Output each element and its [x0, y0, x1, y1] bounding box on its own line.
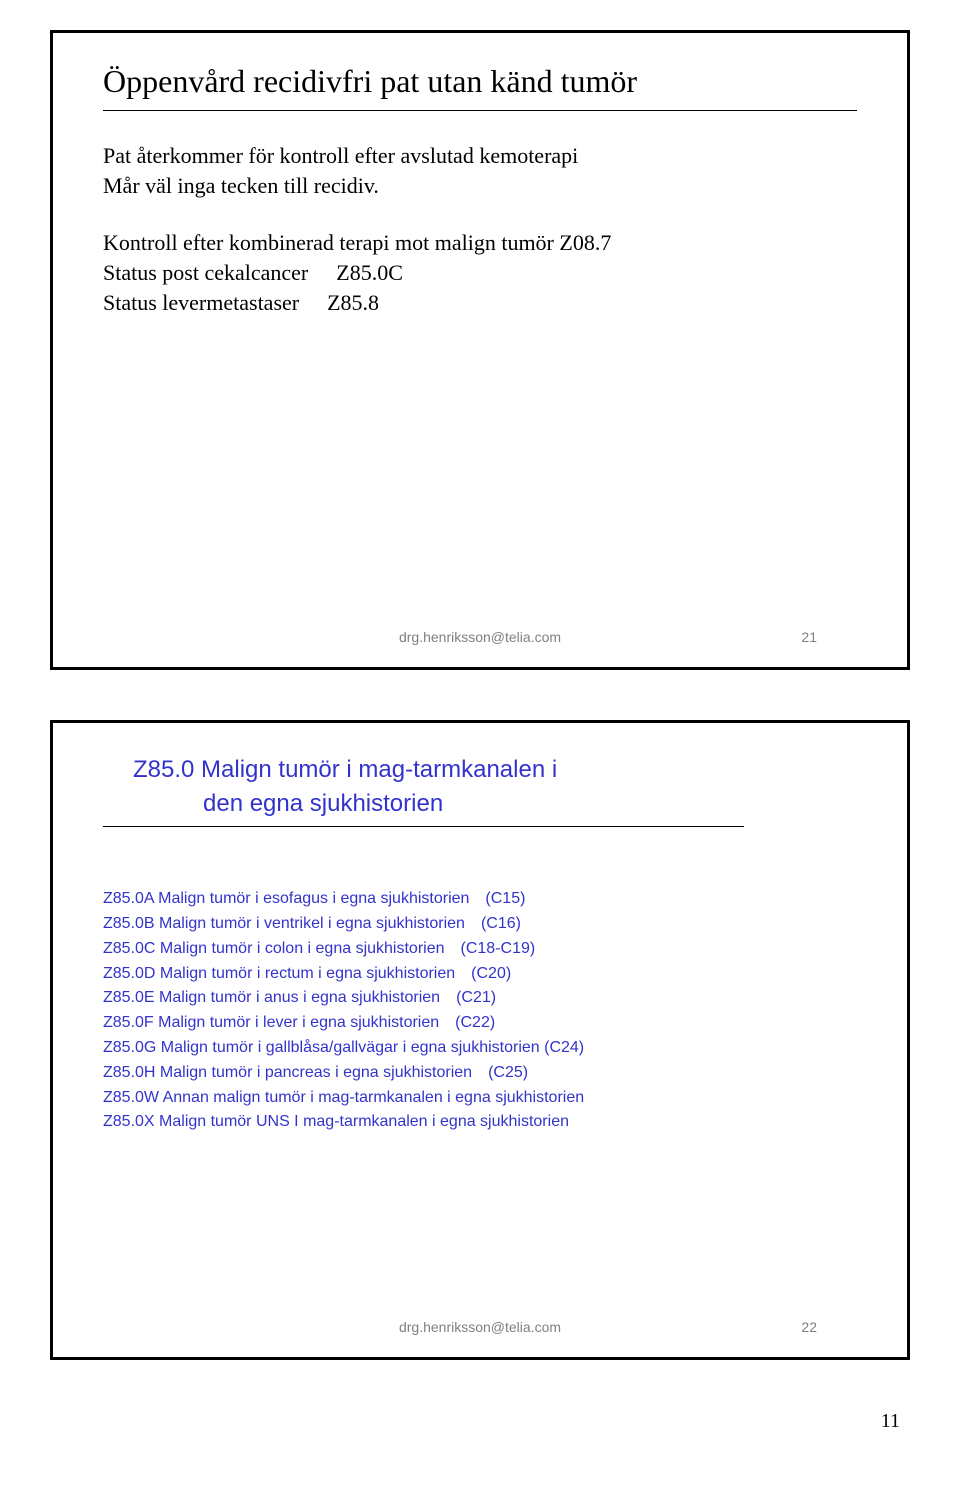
code-list-desc: Z85.0A Malign tumör i esofagus i egna sj…: [103, 887, 469, 912]
code-row: Status post cekalcancer Z85.0C: [103, 258, 857, 288]
slide2-title-line1: Z85.0 Malign tumör i mag-tarmkanalen i: [133, 756, 557, 783]
slide-1: Öppenvård recidivfri pat utan känd tumör…: [50, 30, 910, 670]
slide1-paragraph: Pat återkommer för kontroll efter avslut…: [103, 141, 857, 200]
slide-footer: drg.henriksson@telia.com 21: [53, 629, 907, 645]
code-list-row: Z85.0F Malign tumör i lever i egna sjukh…: [103, 1011, 857, 1036]
code-row: Kontroll efter kombinerad terapi mot mal…: [103, 228, 857, 258]
code-list-desc: Z85.0F Malign tumör i lever i egna sjukh…: [103, 1011, 439, 1036]
code-list-tag: (C15): [485, 887, 525, 912]
code-list-desc: Z85.0B Malign tumör i ventrikel i egna s…: [103, 912, 465, 937]
code-list-row: Z85.0E Malign tumör i anus i egna sjukhi…: [103, 986, 857, 1011]
slide1-code-block: Kontroll efter kombinerad terapi mot mal…: [103, 228, 857, 317]
code-list-row: Z85.0D Malign tumör i rectum i egna sjuk…: [103, 962, 857, 987]
footer-page-number: 22: [801, 1319, 817, 1335]
code-list-row: Z85.0B Malign tumör i ventrikel i egna s…: [103, 912, 857, 937]
code-list-row: Z85.0H Malign tumör i pancreas i egna sj…: [103, 1061, 857, 1086]
code-list-row: Z85.0G Malign tumör i gallblåsa/gallväga…: [103, 1036, 857, 1061]
code-list-tag: (C25): [488, 1061, 528, 1086]
slide1-para-line2: Mår väl inga tecken till recidiv.: [103, 173, 379, 198]
code-row: Status levermetastaser Z85.8: [103, 288, 857, 318]
title-rule: [103, 110, 857, 111]
footer-email: drg.henriksson@telia.com: [399, 1319, 561, 1335]
slide2-title-line2: den egna sjukhistorien: [203, 787, 857, 821]
slide1-title: Öppenvård recidivfri pat utan känd tumör: [103, 63, 857, 100]
code-list-desc: Z85.0H Malign tumör i pancreas i egna sj…: [103, 1061, 472, 1086]
code-list-tag: (C18-C19): [461, 937, 536, 962]
code-list-desc: Z85.0E Malign tumör i anus i egna sjukhi…: [103, 986, 440, 1011]
slide-2: Z85.0 Malign tumör i mag-tarmkanalen i d…: [50, 720, 910, 1360]
slide2-code-list: Z85.0A Malign tumör i esofagus i egna sj…: [103, 887, 857, 1135]
code-list-row: Z85.0A Malign tumör i esofagus i egna sj…: [103, 887, 857, 912]
code-list-tag: (C20): [471, 962, 511, 987]
code-list-row: Z85.0W Annan malign tumör i mag-tarmkana…: [103, 1086, 857, 1111]
code-list-desc: Z85.0G Malign tumör i gallblåsa/gallväga…: [103, 1036, 584, 1061]
code-list-desc: Z85.0W Annan malign tumör i mag-tarmkana…: [103, 1086, 584, 1111]
code-list-desc: Z85.0D Malign tumör i rectum i egna sjuk…: [103, 962, 455, 987]
code-list-tag: (C16): [481, 912, 521, 937]
code-row-code: Z85.0C: [336, 258, 403, 288]
footer-page-number: 21: [801, 629, 817, 645]
code-row-desc: Kontroll efter kombinerad terapi mot mal…: [103, 228, 611, 258]
slide2-title: Z85.0 Malign tumör i mag-tarmkanalen i d…: [133, 753, 857, 820]
slide1-para-line1: Pat återkommer för kontroll efter avslut…: [103, 143, 578, 168]
code-row-desc: Status levermetastaser: [103, 288, 299, 318]
title-rule: [103, 826, 744, 827]
code-list-desc: Z85.0C Malign tumör i colon i egna sjukh…: [103, 937, 445, 962]
code-row-desc: Status post cekalcancer: [103, 258, 308, 288]
code-list-desc: Z85.0X Malign tumör UNS I mag-tarmkanale…: [103, 1110, 569, 1135]
document-page-number: 11: [50, 1410, 900, 1433]
footer-email: drg.henriksson@telia.com: [399, 629, 561, 645]
code-list-tag: (C22): [455, 1011, 495, 1036]
slide-footer: drg.henriksson@telia.com 22: [53, 1319, 907, 1335]
code-list-row: Z85.0X Malign tumör UNS I mag-tarmkanale…: [103, 1110, 857, 1135]
code-list-row: Z85.0C Malign tumör i colon i egna sjukh…: [103, 937, 857, 962]
code-list-tag: (C21): [456, 986, 496, 1011]
code-row-code: Z85.8: [327, 288, 379, 318]
